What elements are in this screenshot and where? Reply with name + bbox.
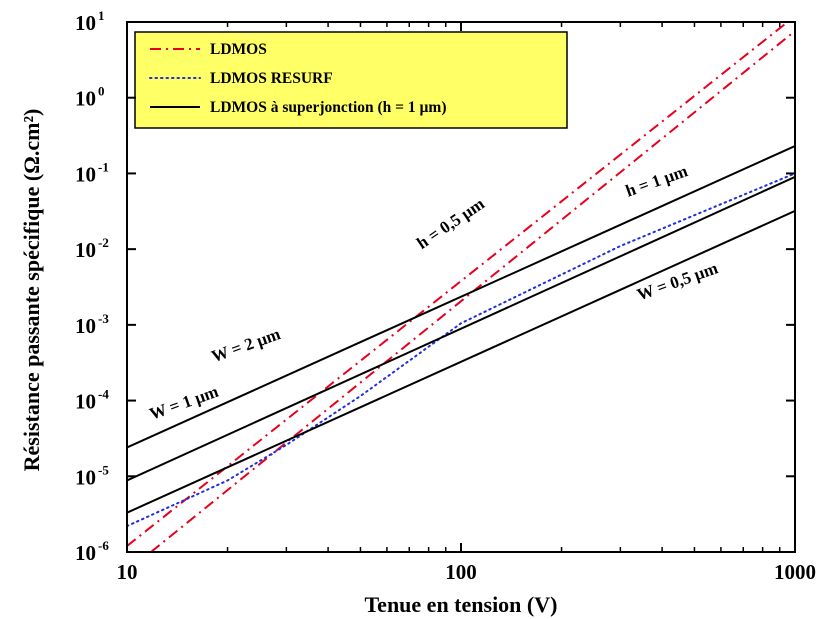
y-tick-label: 10 — [75, 390, 96, 414]
series-line-5 — [127, 175, 795, 482]
y-axis-title: Résistance passante spécifique (Ω.cm²) — [19, 109, 44, 472]
series-layer — [127, 22, 795, 552]
y-tick-label: 10 — [75, 541, 96, 565]
y-tick-exponent: -4 — [98, 387, 109, 402]
legend-label-3: LDMOS à superjonction (h = 1 µm) — [210, 99, 447, 116]
series-line-6 — [127, 209, 795, 514]
legend-label-2: LDMOS RESURF — [210, 70, 333, 87]
annotations: W = 2 µm W = 1 µm W = 0,5 µm h = 1 µm h = 0,… — [147, 161, 720, 423]
annotation-3: W = 0,5 µm — [634, 258, 720, 304]
y-tick-exponent: -3 — [98, 311, 109, 326]
legend-label-1: LDMOS — [210, 41, 267, 58]
y-tick-label: 10 — [75, 11, 96, 35]
y-tick-label: 10 — [75, 162, 96, 186]
x-tick-label: 10 — [117, 560, 138, 584]
y-tick-label: 10 — [75, 465, 96, 489]
x-axis-title: Tenue en tension (V) — [365, 592, 558, 617]
y-tick-label: 10 — [75, 238, 96, 262]
legend: LDMOS LDMOS RESURF LDMOS à superjonction (… — [134, 31, 568, 129]
annotation-1: W = 2 µm — [209, 324, 283, 366]
y-tick-exponent: -1 — [98, 159, 109, 174]
y-tick-exponent: 0 — [98, 84, 105, 99]
y-tick-exponent: -2 — [98, 235, 109, 250]
annotation-2: W = 1 µm — [147, 382, 221, 424]
y-tick-label: 10 — [75, 87, 96, 111]
y-tick-exponent: 1 — [98, 8, 105, 23]
series-line-1 — [127, 22, 789, 547]
legend-box — [134, 31, 568, 129]
y-tick-exponent: -5 — [98, 462, 109, 477]
series-line-3 — [127, 172, 795, 528]
y-tick-label: 10 — [75, 314, 96, 338]
y-tick-exponent: -6 — [98, 538, 109, 553]
series-line-4 — [127, 145, 795, 449]
x-tick-label: 1000 — [774, 560, 816, 584]
annotation-4: h = 1 µm — [623, 161, 690, 200]
x-tick-label: 100 — [445, 560, 477, 584]
annotation-5: h = 0,5 µm — [413, 194, 488, 253]
